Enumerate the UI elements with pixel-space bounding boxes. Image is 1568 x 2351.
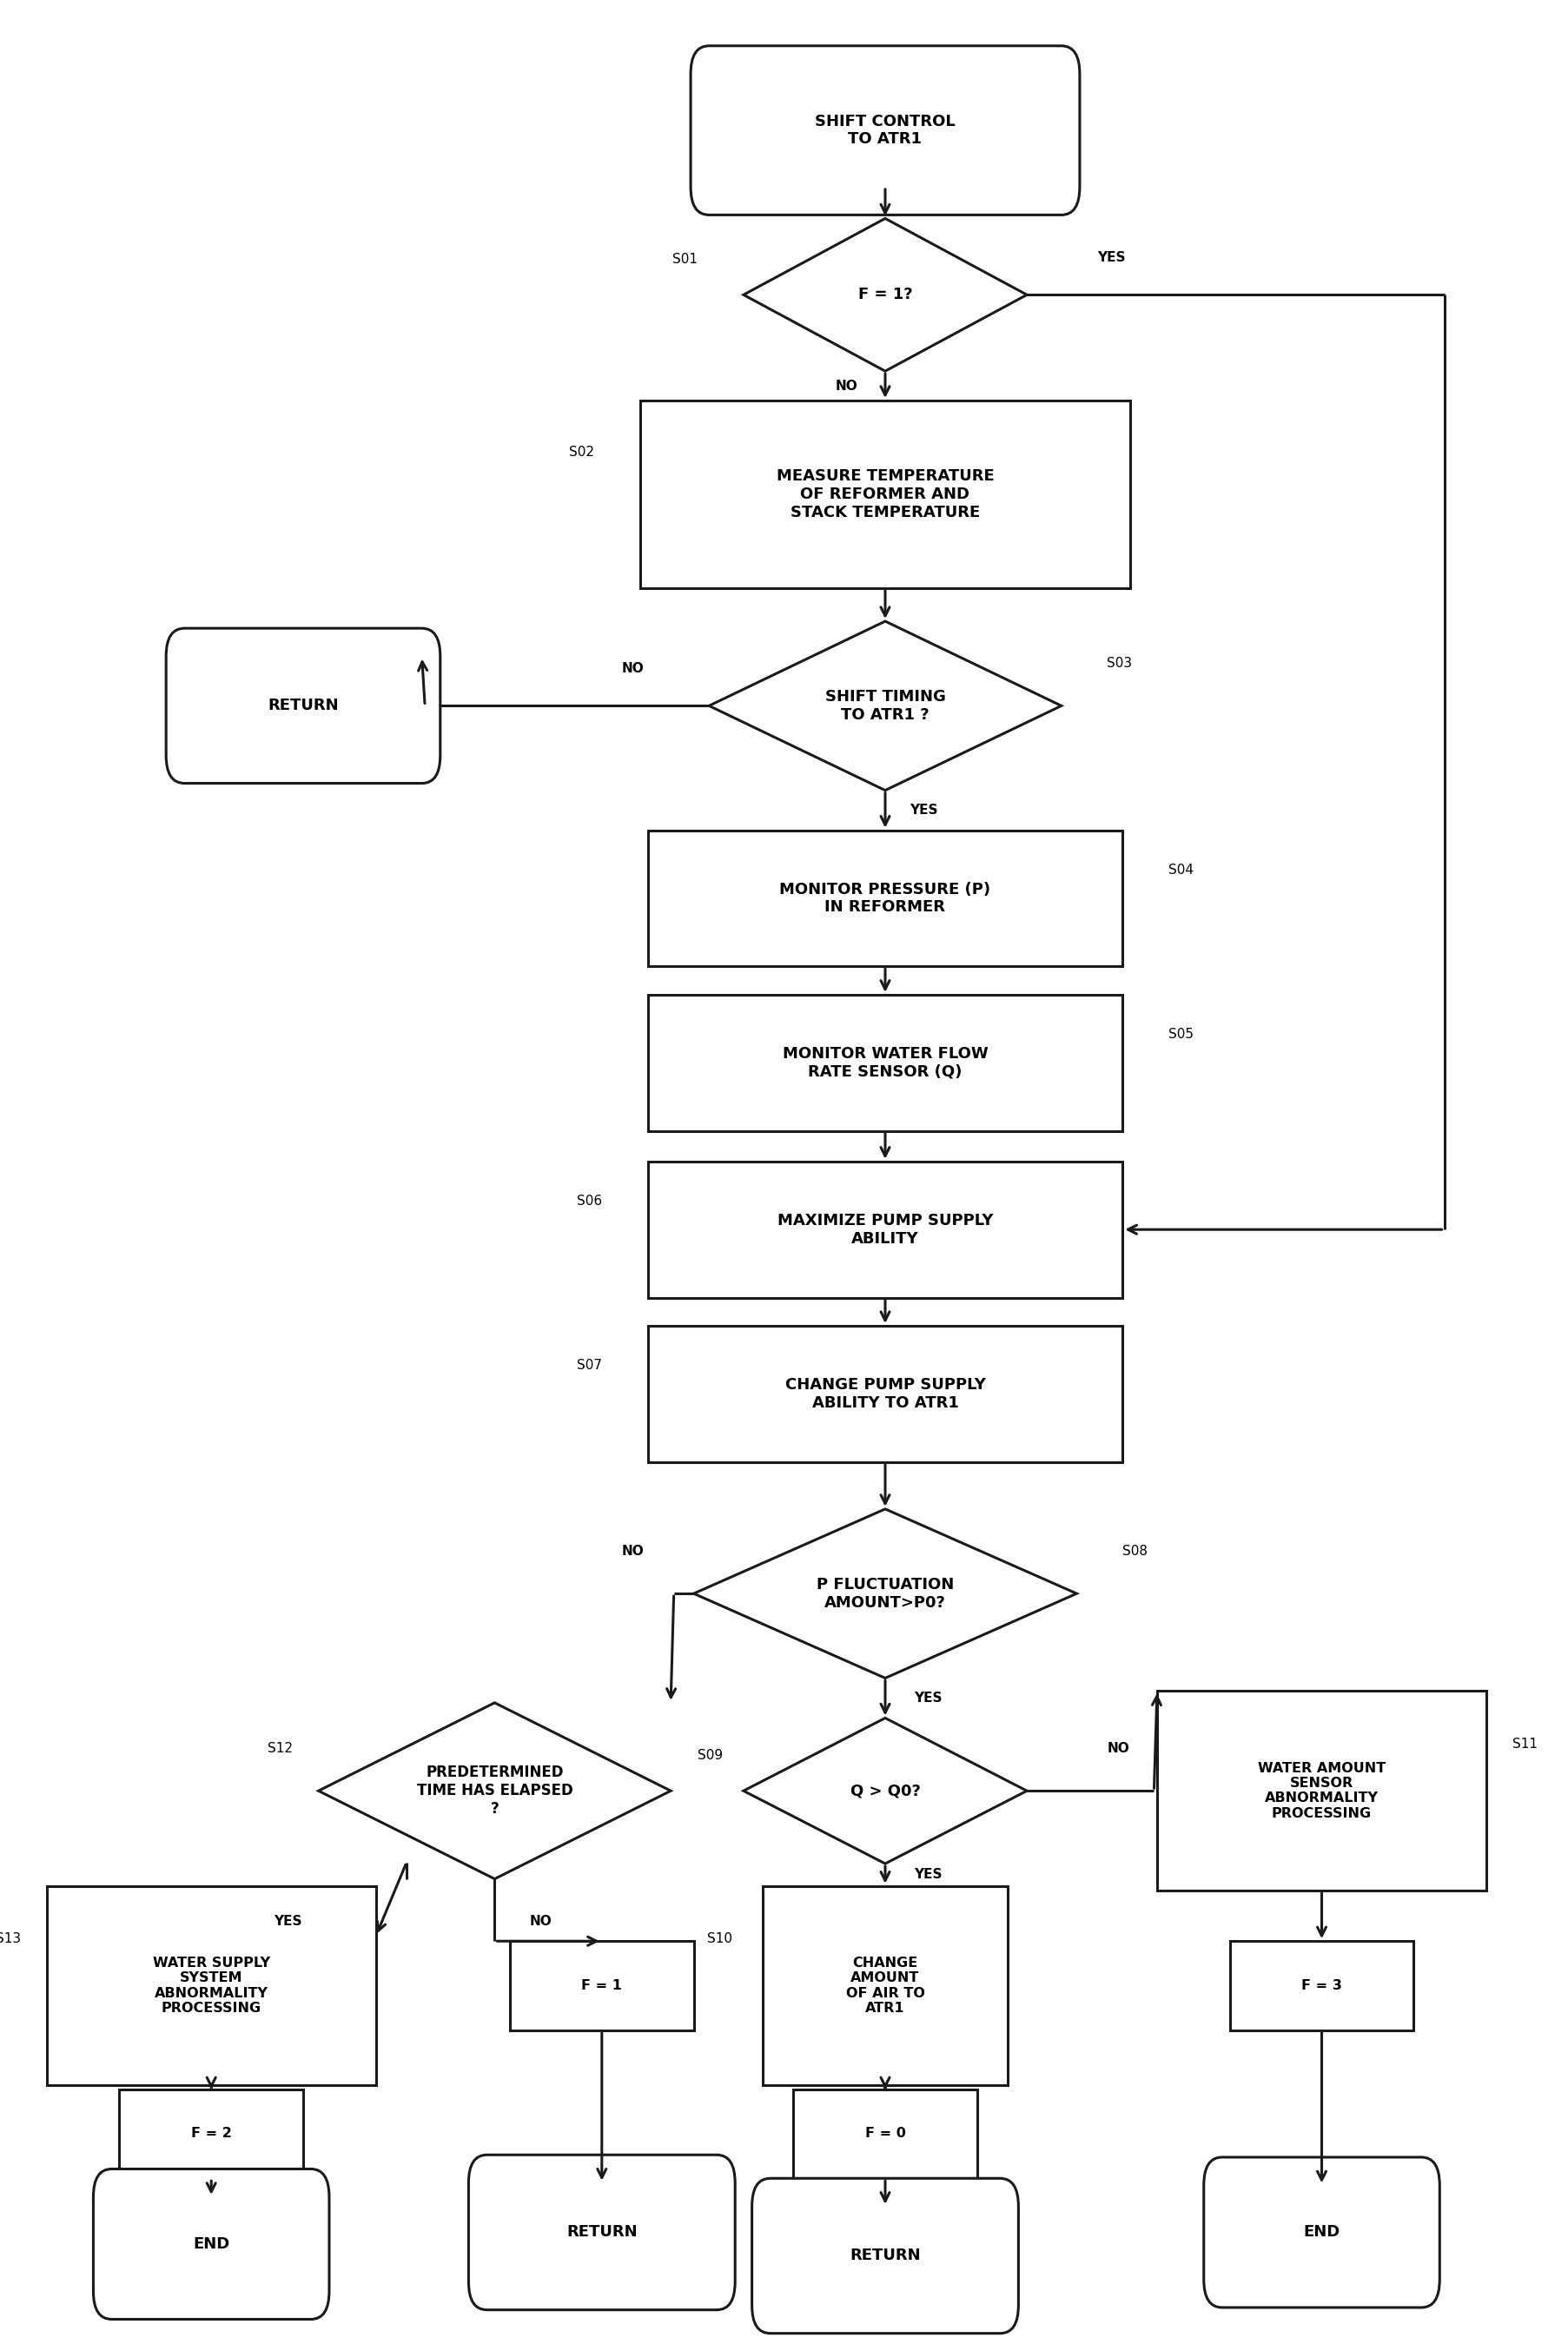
Bar (510, 1942, 693, 2031)
Text: F = 1: F = 1 (582, 1980, 622, 1991)
Text: S08: S08 (1123, 1545, 1148, 1559)
Bar (1157, 1690, 1486, 1890)
Bar (47, 1886, 376, 2085)
Text: RETURN: RETURN (566, 2224, 637, 2241)
Polygon shape (709, 621, 1062, 790)
Text: S05: S05 (1168, 1027, 1193, 1041)
Text: WATER AMOUNT
SENSOR
ABNORMALITY
PROCESSING: WATER AMOUNT SENSOR ABNORMALITY PROCESSI… (1258, 1761, 1386, 1820)
Text: CHANGE PUMP SUPPLY
ABILITY TO ATR1: CHANGE PUMP SUPPLY ABILITY TO ATR1 (786, 1378, 985, 1411)
Bar (648, 994, 1123, 1131)
Text: MONITOR WATER FLOW
RATE SENSOR (Q): MONITOR WATER FLOW RATE SENSOR (Q) (782, 1046, 988, 1079)
Bar (762, 1886, 1008, 2085)
FancyBboxPatch shape (690, 45, 1080, 214)
Polygon shape (743, 1719, 1027, 1864)
Text: S07: S07 (577, 1359, 602, 1373)
Text: F = 3: F = 3 (1301, 1980, 1342, 1991)
Text: S11: S11 (1512, 1737, 1537, 1751)
Bar (640, 400, 1131, 588)
Text: END: END (1303, 2224, 1341, 2241)
Text: NO: NO (621, 1545, 643, 1559)
FancyBboxPatch shape (753, 2179, 1019, 2332)
Text: S13: S13 (0, 1933, 20, 1944)
Text: SHIFT CONTROL
TO ATR1: SHIFT CONTROL TO ATR1 (815, 113, 955, 148)
Text: CHANGE
AMOUNT
OF AIR TO
ATR1: CHANGE AMOUNT OF AIR TO ATR1 (845, 1956, 925, 2015)
Text: F = 1?: F = 1? (858, 287, 913, 303)
Text: YES: YES (909, 804, 938, 816)
Text: MEASURE TEMPERATURE
OF REFORMER AND
STACK TEMPERATURE: MEASURE TEMPERATURE OF REFORMER AND STAC… (776, 468, 994, 520)
Text: F = 0: F = 0 (866, 2128, 906, 2139)
Text: NO: NO (530, 1914, 552, 1928)
Polygon shape (743, 219, 1027, 371)
FancyBboxPatch shape (94, 2170, 329, 2320)
Text: S04: S04 (1168, 863, 1193, 877)
Text: WATER SUPPLY
SYSTEM
ABNORMALITY
PROCESSING: WATER SUPPLY SYSTEM ABNORMALITY PROCESSI… (152, 1956, 270, 2015)
Text: S01: S01 (673, 254, 698, 266)
Text: MONITOR PRESSURE (P)
IN REFORMER: MONITOR PRESSURE (P) IN REFORMER (779, 882, 991, 915)
Text: NO: NO (1107, 1742, 1131, 1756)
Text: PREDETERMINED
TIME HAS ELAPSED
?: PREDETERMINED TIME HAS ELAPSED ? (417, 1766, 572, 1817)
Text: RETURN: RETURN (268, 698, 339, 715)
Text: S06: S06 (577, 1194, 602, 1208)
Bar (119, 2090, 303, 2179)
Bar (648, 830, 1123, 966)
Text: S10: S10 (707, 1933, 732, 1944)
Text: F = 2: F = 2 (191, 2128, 232, 2139)
Text: S09: S09 (698, 1749, 723, 1763)
Text: YES: YES (914, 1869, 942, 1881)
Text: YES: YES (914, 1690, 942, 1704)
Text: YES: YES (1098, 252, 1126, 263)
FancyBboxPatch shape (1204, 2158, 1439, 2309)
Text: S03: S03 (1107, 656, 1132, 670)
Text: S02: S02 (569, 447, 594, 458)
FancyBboxPatch shape (166, 628, 441, 783)
Text: NO: NO (621, 661, 643, 675)
FancyBboxPatch shape (469, 2156, 735, 2311)
Polygon shape (693, 1509, 1077, 1679)
Text: Q > Q0?: Q > Q0? (850, 1782, 920, 1799)
Text: RETURN: RETURN (850, 2248, 920, 2264)
Text: S12: S12 (268, 1742, 293, 1756)
Text: P FLUCTUATION
AMOUNT>P0?: P FLUCTUATION AMOUNT>P0? (817, 1578, 953, 1610)
Bar (1229, 1942, 1414, 2031)
Text: SHIFT TIMING
TO ATR1 ?: SHIFT TIMING TO ATR1 ? (825, 689, 946, 722)
Bar (793, 2090, 977, 2179)
Text: MAXIMIZE PUMP SUPPLY
ABILITY: MAXIMIZE PUMP SUPPLY ABILITY (778, 1213, 993, 1246)
Polygon shape (318, 1702, 671, 1878)
Bar (648, 1326, 1123, 1462)
Bar (648, 1161, 1123, 1298)
Text: NO: NO (836, 379, 858, 393)
Text: END: END (193, 2236, 229, 2252)
Text: YES: YES (274, 1914, 303, 1928)
